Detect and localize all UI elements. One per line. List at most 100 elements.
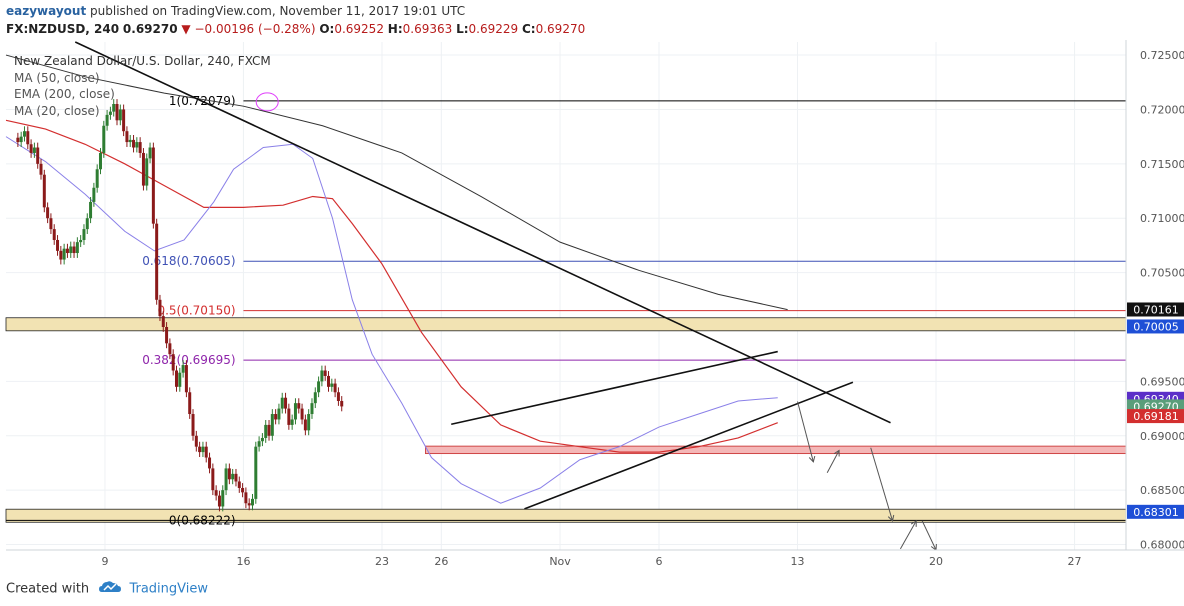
candle-body xyxy=(254,446,258,499)
time-tick-label: 26 xyxy=(434,555,448,568)
candle-body xyxy=(95,169,99,188)
candle-body xyxy=(42,174,46,208)
price-tick-label: 0.68500 xyxy=(1140,484,1184,497)
candle-body xyxy=(208,457,212,469)
candle-body xyxy=(165,327,169,344)
candle-body xyxy=(317,381,321,393)
candle-body xyxy=(122,109,126,132)
price-tick-label: 0.68000 xyxy=(1140,539,1184,552)
candle-body xyxy=(118,109,122,121)
candle-body xyxy=(39,163,43,175)
candle-body xyxy=(85,218,89,230)
candle-body xyxy=(284,397,288,409)
candle-body xyxy=(132,139,136,148)
candle-body xyxy=(158,299,162,317)
candle-body xyxy=(330,383,334,387)
close-value: 0.69270 xyxy=(535,22,586,36)
candle-body xyxy=(217,495,221,507)
price-tag-label: 0.69181 xyxy=(1133,410,1179,423)
candle-body xyxy=(108,111,112,115)
drawings-layer xyxy=(74,41,937,551)
candle-body xyxy=(307,414,311,431)
high-label: H: xyxy=(387,22,403,36)
fib-label: 0(0.68222) xyxy=(169,513,236,527)
candle-body xyxy=(204,446,208,458)
candle-body xyxy=(247,503,251,506)
price-tick-label: 0.72500 xyxy=(1140,49,1184,62)
chart-legend: New Zealand Dollar/U.S. Dollar, 240, FXC… xyxy=(14,54,271,118)
time-tick-label: 6 xyxy=(656,555,663,568)
candle-body xyxy=(79,239,83,243)
candle-body xyxy=(46,207,50,219)
legend-ma20[interactable]: MA (20, close) xyxy=(14,104,100,118)
candle-body xyxy=(105,114,109,126)
price-tick-label: 0.69000 xyxy=(1140,430,1184,443)
price-chart[interactable]: 1(0.72079)0.618(0.70605)0.5(0.70150)0.38… xyxy=(0,40,1184,572)
symbol-label: FX:NZDUSD, 240 xyxy=(6,22,120,36)
tradingview-link[interactable]: TradingView xyxy=(129,581,208,597)
candle-body xyxy=(293,403,297,420)
candle-body xyxy=(178,372,182,387)
candle-body xyxy=(59,250,63,260)
candle-body xyxy=(340,400,344,407)
trendline xyxy=(451,350,778,426)
author-name[interactable]: eazywayout xyxy=(6,4,87,18)
time-tick-label: 16 xyxy=(236,555,250,568)
low-label: L: xyxy=(456,22,469,36)
arrow-head xyxy=(808,455,816,463)
change-value: −0.00196 (−0.28%) xyxy=(194,22,316,36)
price-tag-label: 0.68301 xyxy=(1133,506,1179,519)
candle-body xyxy=(297,403,301,409)
publish-info: eazywayout published on TradingView.com,… xyxy=(6,4,465,18)
open-label: O: xyxy=(319,22,335,36)
candle-body xyxy=(112,104,116,112)
candle-body xyxy=(250,498,254,506)
candle-body xyxy=(280,397,284,409)
candle-body xyxy=(188,392,192,415)
time-tick-label: 20 xyxy=(929,555,943,568)
candle-body xyxy=(234,473,238,482)
candle-body xyxy=(201,446,205,453)
candle-body xyxy=(141,152,145,186)
time-axis-bg xyxy=(0,550,1184,572)
candle-body xyxy=(184,365,188,393)
candle-body xyxy=(290,419,294,425)
fib-label: 0.618(0.70605) xyxy=(142,254,235,268)
candle-body xyxy=(135,142,139,148)
candle-body xyxy=(98,152,102,170)
candle-body xyxy=(231,473,235,480)
candle-body xyxy=(138,142,142,153)
projection-arrow xyxy=(826,450,840,474)
candle-body xyxy=(300,408,304,420)
time-tick-label: 9 xyxy=(101,555,108,568)
price-tick-label: 0.69500 xyxy=(1140,375,1184,388)
ema200-line xyxy=(5,54,788,311)
ma20-line xyxy=(5,136,778,504)
symbol-info: FX:NZDUSD, 240 0.69270 ▼ −0.00196 (−0.28… xyxy=(6,22,585,36)
top-circle-marker xyxy=(255,92,279,112)
price-tag-bg xyxy=(1127,504,1184,519)
candle-body xyxy=(22,131,26,137)
candle-body xyxy=(257,441,261,447)
candle-body xyxy=(323,370,327,376)
legend-ema200[interactable]: EMA (200, close) xyxy=(14,87,115,101)
close-label: C: xyxy=(521,22,536,36)
time-tick-label: Nov xyxy=(549,555,571,568)
candle-body xyxy=(270,414,274,436)
time-tick-label: 13 xyxy=(791,555,805,568)
candle-body xyxy=(241,487,245,493)
candle-body xyxy=(32,147,36,153)
low-value: 0.69229 xyxy=(468,22,519,36)
candle-body xyxy=(333,383,337,393)
created-with-text: Created with xyxy=(6,581,90,597)
candle-body xyxy=(16,137,20,143)
candle-body xyxy=(214,490,218,496)
candle-body xyxy=(171,354,175,371)
candle-body xyxy=(151,147,155,224)
candle-body xyxy=(211,468,215,491)
time-tick-label: 23 xyxy=(375,555,389,568)
legend-ma50[interactable]: MA (50, close) xyxy=(14,71,100,85)
candle-body xyxy=(145,158,149,186)
axes-layer: 0.72500 0.72000 0.71500 0.71000 0.70500 0.700… xyxy=(0,40,1184,572)
trendline xyxy=(74,41,891,424)
